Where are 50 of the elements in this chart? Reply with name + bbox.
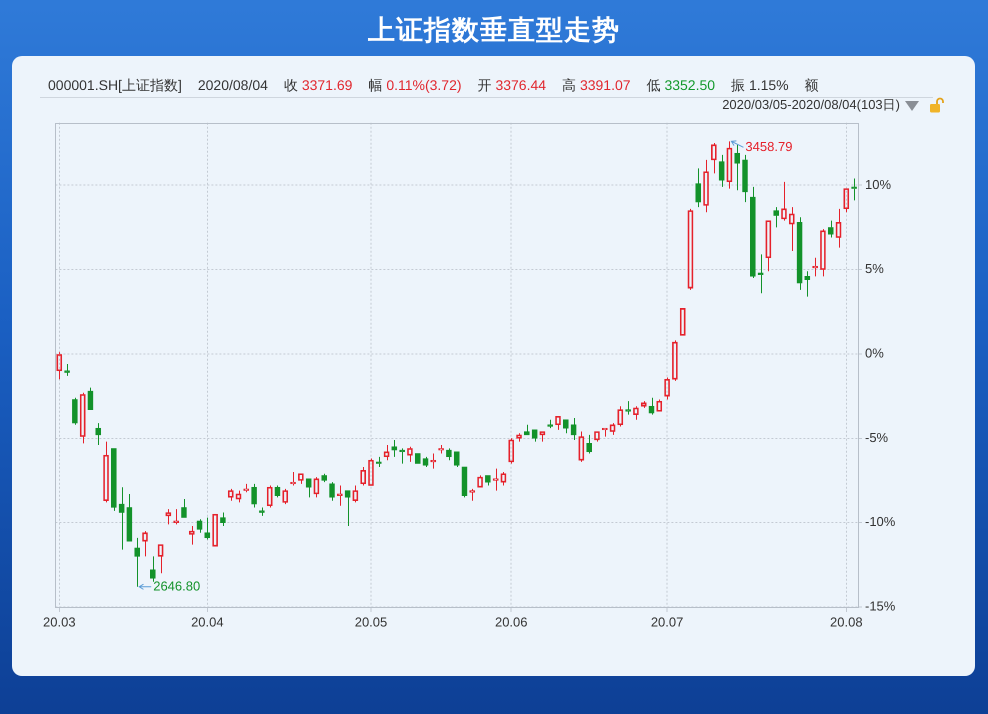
- candlestick: [118, 486, 124, 550]
- y-tick-label: -10%: [865, 514, 896, 530]
- candlestick: [750, 186, 756, 279]
- candlestick: [196, 518, 202, 534]
- candlestick: [329, 482, 335, 502]
- y-tick-label: 5%: [865, 261, 884, 276]
- candlestick: [532, 430, 538, 442]
- candlestick: [734, 144, 740, 191]
- candlestick: [88, 387, 94, 410]
- candlestick: [399, 448, 405, 464]
- candlestick: [111, 448, 117, 512]
- x-tick-label: 20.05: [354, 614, 388, 630]
- text: 幅 0.11%(3.72): [368, 77, 462, 93]
- candlestick: [625, 400, 631, 416]
- text: 2020/08/04: [198, 77, 268, 93]
- text: 2020/03/05-2020/08/04(103日): [722, 97, 900, 113]
- x-tick-label: 20.06: [494, 614, 528, 630]
- text: 收 3371.69: [284, 77, 352, 93]
- candlestick: [204, 517, 210, 540]
- x-tick-label: 20.04: [191, 614, 224, 630]
- annotation: 2646.80: [153, 578, 200, 594]
- candlestick: [773, 206, 780, 228]
- text: 开 3376.44: [478, 77, 546, 93]
- y-tick-label: 0%: [865, 346, 884, 361]
- candlestick: [742, 154, 748, 203]
- text: 振 1.15%: [731, 77, 789, 93]
- candlestick: [648, 397, 654, 416]
- candlestick: [718, 154, 724, 188]
- x-tick-label: 20.07: [650, 614, 684, 630]
- text: 额: [804, 77, 819, 93]
- text: 高 3391.07: [562, 77, 631, 93]
- candlestick: [804, 270, 810, 298]
- candlestick: [220, 512, 226, 527]
- x-tick-label: 20.08: [830, 614, 863, 630]
- text: 000001.SH[上证指数]: [48, 77, 182, 93]
- candlestick: [485, 475, 491, 486]
- annotation: 3458.79: [745, 138, 792, 154]
- candlestick: [274, 485, 280, 498]
- y-tick-label: -15%: [865, 598, 896, 614]
- candlestick: [392, 439, 398, 458]
- candlestick: [126, 493, 132, 542]
- x-tick-label: 20.03: [43, 614, 76, 630]
- candlestick: [695, 168, 702, 208]
- y-tick-label: -5%: [865, 430, 889, 445]
- y-tick-label: 10%: [865, 176, 892, 192]
- candlestick: [181, 498, 187, 518]
- chart-title: 上证指数垂直型走势: [367, 14, 621, 47]
- candlestick: [570, 418, 576, 440]
- candlestick: [796, 216, 802, 290]
- text: 低 3352.50: [646, 77, 716, 93]
